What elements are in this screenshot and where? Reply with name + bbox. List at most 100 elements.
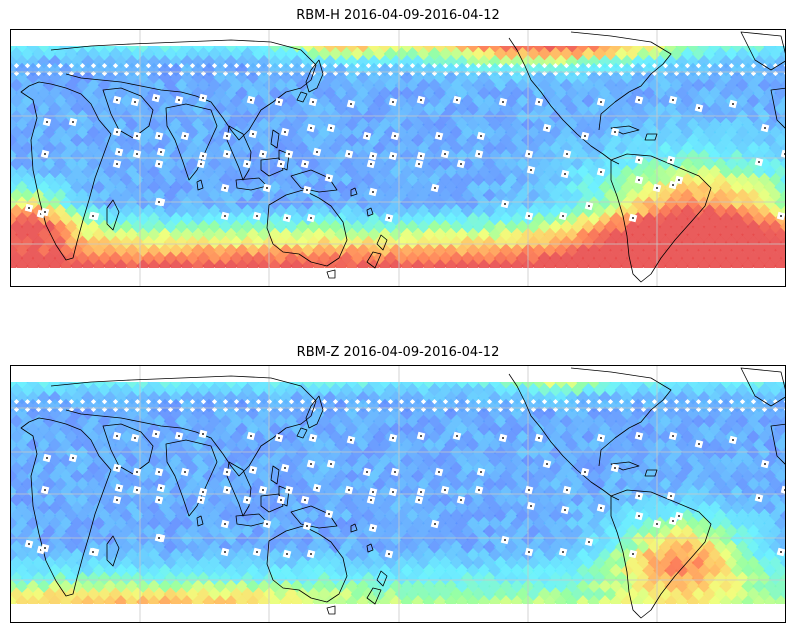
station-marker xyxy=(198,93,208,103)
station-marker xyxy=(524,211,534,221)
station-marker xyxy=(674,511,684,521)
station-marker xyxy=(416,95,426,105)
station-marker xyxy=(346,99,356,109)
station-marker xyxy=(282,213,292,223)
station-marker xyxy=(312,483,322,493)
station-marker xyxy=(596,97,606,107)
station-marker xyxy=(154,197,164,207)
station-marker xyxy=(24,203,34,213)
station-marker xyxy=(154,131,164,141)
station-marker xyxy=(728,99,738,109)
station-marker xyxy=(760,123,770,133)
station-marker xyxy=(246,431,256,441)
station-marker xyxy=(584,201,594,211)
station-marker xyxy=(780,485,785,495)
station-marker xyxy=(324,509,334,519)
station-marker xyxy=(222,149,232,159)
station-marker xyxy=(112,431,122,441)
station-marker xyxy=(220,183,230,193)
station-marker xyxy=(388,151,398,161)
station-marker xyxy=(596,433,606,443)
station-marker xyxy=(526,165,536,175)
station-marker xyxy=(694,439,704,449)
station-marker xyxy=(280,127,290,137)
station-marker xyxy=(252,211,262,221)
station-marker xyxy=(776,547,785,557)
station-marker xyxy=(368,523,378,533)
station-marker xyxy=(196,159,206,169)
station-marker xyxy=(308,433,318,443)
station-marker xyxy=(198,151,208,161)
station-marker xyxy=(500,199,510,209)
station-marker xyxy=(498,97,508,107)
station-marker xyxy=(40,149,50,159)
map-margin-bottom xyxy=(11,268,785,286)
station-marker xyxy=(112,95,122,105)
station-marker xyxy=(452,431,462,441)
station-marker xyxy=(156,147,166,157)
station-marker xyxy=(542,459,552,469)
station-marker xyxy=(154,533,164,543)
station-marker xyxy=(474,149,484,159)
station-marker xyxy=(276,495,286,505)
station-marker xyxy=(580,467,590,477)
station-marker xyxy=(112,127,122,137)
station-marker xyxy=(430,183,440,193)
station-marker xyxy=(524,149,534,159)
station-marker xyxy=(452,95,462,105)
station-marker xyxy=(558,211,568,221)
station-marker xyxy=(760,459,770,469)
station-marker xyxy=(562,485,572,495)
station-marker xyxy=(390,131,400,141)
station-marker xyxy=(326,123,336,133)
panel-top-title: RBM-H 2016-04-09-2016-04-12 xyxy=(296,8,500,23)
station-marker xyxy=(694,103,704,113)
station-marker xyxy=(154,495,164,505)
station-marker xyxy=(174,95,184,105)
station-marker xyxy=(274,433,284,443)
data-field xyxy=(11,39,785,273)
station-marker xyxy=(40,485,50,495)
station-marker xyxy=(262,519,272,529)
station-marker xyxy=(262,183,272,193)
station-marker xyxy=(666,491,676,501)
station-marker xyxy=(151,93,161,103)
station-marker xyxy=(222,467,232,477)
station-marker xyxy=(312,147,322,157)
station-marker xyxy=(344,149,354,159)
station-marker xyxy=(24,539,34,549)
station-marker xyxy=(668,180,678,190)
station-marker xyxy=(596,167,606,177)
station-marker xyxy=(414,495,424,505)
station-marker xyxy=(130,433,140,443)
station-marker xyxy=(610,127,620,137)
station-marker xyxy=(302,185,312,195)
station-marker xyxy=(440,485,450,495)
station-marker xyxy=(560,169,570,179)
station-marker xyxy=(112,463,122,473)
station-marker xyxy=(284,149,294,159)
station-marker xyxy=(284,485,294,495)
station-marker xyxy=(524,547,534,557)
station-marker xyxy=(258,485,268,495)
station-marker xyxy=(560,505,570,515)
station-marker xyxy=(196,495,206,505)
station-marker xyxy=(562,149,572,159)
station-marker xyxy=(222,131,232,141)
station-marker xyxy=(40,543,50,553)
station-marker xyxy=(416,151,426,161)
panel-bottom-title: RBM-Z 2016-04-09-2016-04-12 xyxy=(296,345,500,360)
station-marker xyxy=(132,131,142,141)
station-marker xyxy=(534,433,544,443)
station-marker xyxy=(132,485,142,495)
station-marker xyxy=(780,149,785,159)
station-marker xyxy=(384,549,394,559)
station-marker xyxy=(476,467,486,477)
station-marker xyxy=(440,149,450,159)
station-marker xyxy=(362,131,372,141)
station-marker xyxy=(308,97,318,107)
station-marker xyxy=(302,521,312,531)
station-marker xyxy=(112,159,122,169)
station-marker xyxy=(416,487,426,497)
station-marker xyxy=(542,123,552,133)
